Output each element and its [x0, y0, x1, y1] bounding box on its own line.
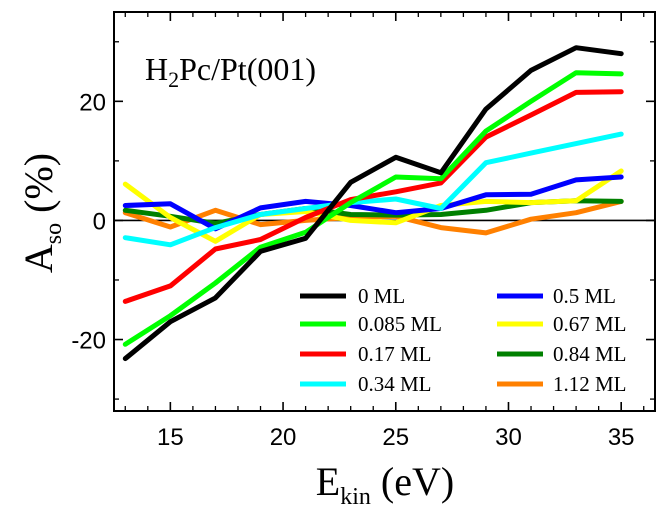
y-tick-label: -20 [71, 328, 106, 355]
series-line-0-17-ml [122, 89, 624, 304]
x-tick-label: 30 [495, 424, 522, 451]
y-tick-label: 0 [93, 208, 106, 235]
axis-ticks: 15 20 25 30 35 -20 0 20 [71, 12, 655, 451]
series-line-0-34-ml [122, 131, 624, 248]
legend: 0 ML 0.085 ML 0.17 ML 0.34 ML 0.5 ML 0.67 ML 0… [300, 284, 627, 396]
legend-label: 0.84 ML [553, 342, 627, 366]
legend-label: 0.34 ML [358, 372, 432, 396]
x-tick-label: 25 [382, 424, 409, 451]
legend-label: 0.085 ML [358, 312, 442, 336]
y-tick-label: 20 [79, 89, 106, 116]
legend-label: 0 ML [358, 284, 405, 308]
legend-label: 0.67 ML [553, 312, 627, 336]
legend-label: 0.17 ML [358, 342, 432, 366]
series-line-0-085-ml [122, 70, 624, 347]
x-tick-label: 35 [608, 424, 635, 451]
series-line-0-ml [122, 45, 624, 362]
legend-label: 1.12 ML [553, 372, 627, 396]
series-line-0-5-ml [122, 174, 624, 232]
plot-frame [113, 11, 656, 412]
x-tick-label: 20 [270, 424, 297, 451]
chart-annotation: H2Pc/Pt(001) [145, 51, 316, 92]
x-tick-label: 15 [157, 424, 184, 451]
y-axis-label: Aso (%) [16, 153, 67, 273]
legend-label: 0.5 ML [553, 284, 616, 308]
x-axis-label: Ekin (eV) [316, 459, 454, 509]
series-line-0-67-ml [122, 168, 624, 244]
series-layer [122, 45, 624, 362]
